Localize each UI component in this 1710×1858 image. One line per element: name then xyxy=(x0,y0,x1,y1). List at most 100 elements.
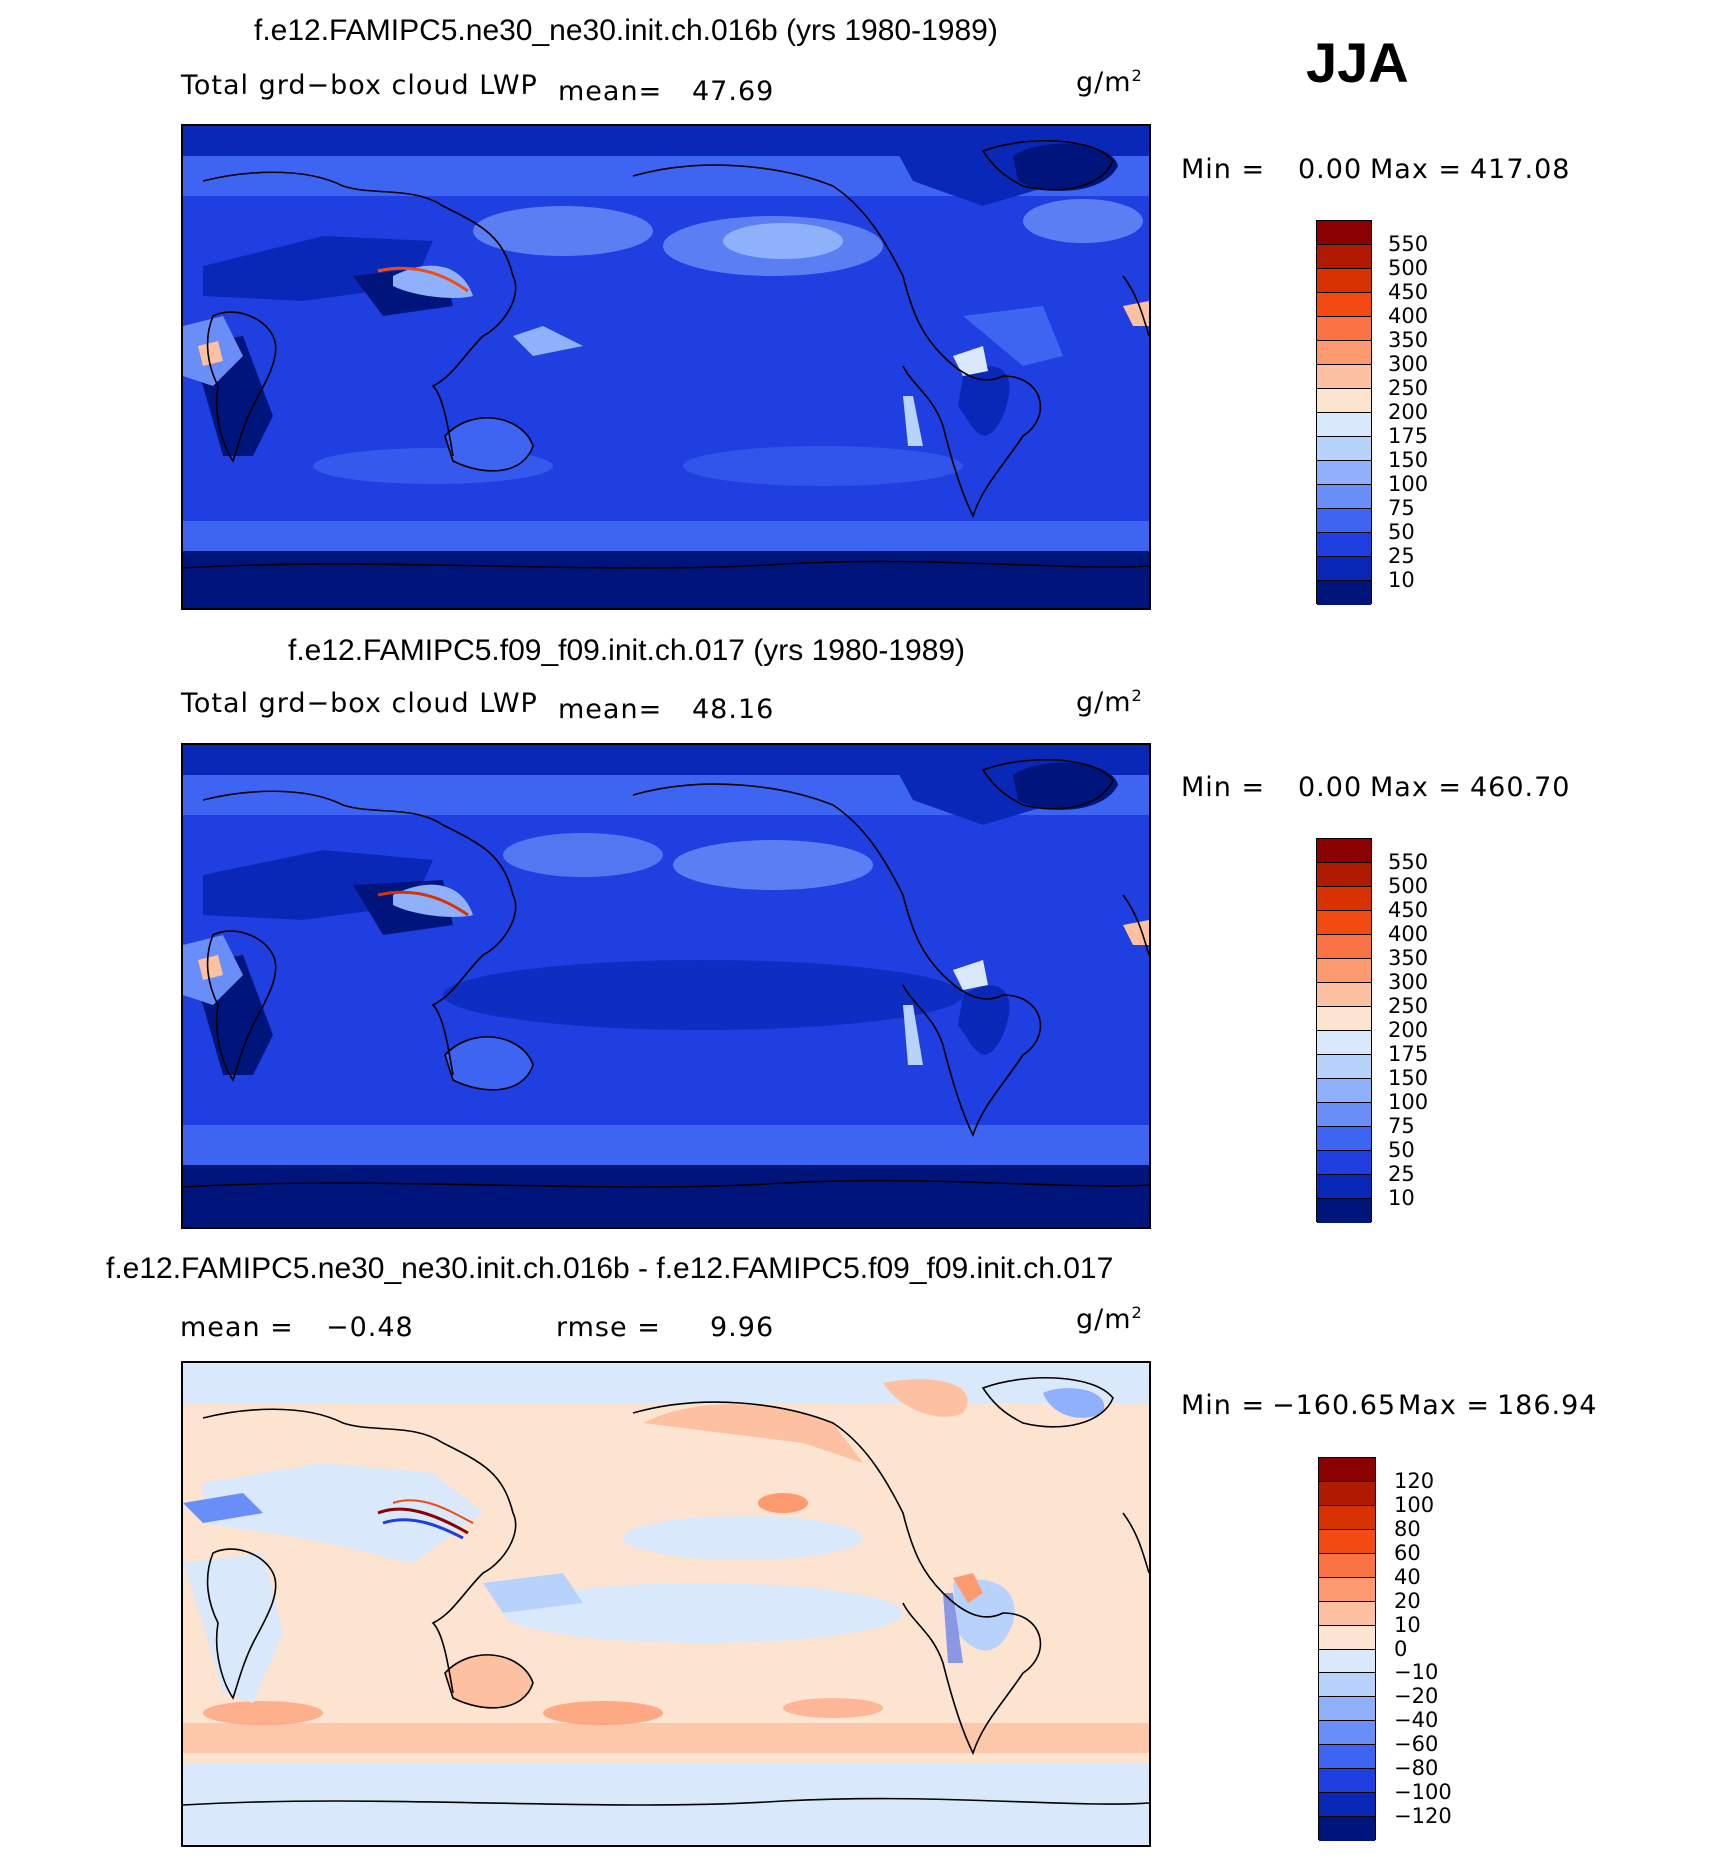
colorbar-tick-label: 300 xyxy=(1388,970,1429,994)
panel-1-title: f.e12.FAMIPC5.ne30_ne30.init.ch.016b (yr… xyxy=(254,14,998,47)
panel-1-colorbar xyxy=(1316,220,1372,605)
colorbar-tick-label: 200 xyxy=(1388,1018,1429,1042)
colorbar-tick-label: 300 xyxy=(1388,352,1429,376)
colorbar-box xyxy=(1317,437,1371,461)
colorbar-tick-label: −40 xyxy=(1394,1708,1439,1733)
colorbar-box xyxy=(1317,245,1371,269)
colorbar-box xyxy=(1317,557,1371,581)
colorbar-box xyxy=(1317,1151,1371,1175)
colorbar-tick-label: 40 xyxy=(1394,1564,1421,1589)
colorbar-box xyxy=(1319,1481,1375,1506)
panel-2-max-value: 460.70 xyxy=(1470,772,1571,803)
colorbar-tick-label: 150 xyxy=(1388,1066,1429,1090)
panel-1-units: g/m2 xyxy=(1076,66,1143,98)
colorbar-box xyxy=(1317,1007,1371,1031)
colorbar-tick-label: 200 xyxy=(1388,400,1429,424)
colorbar-box xyxy=(1317,863,1371,887)
panel-3-mean-label: mean = xyxy=(180,1312,294,1343)
colorbar-box xyxy=(1317,365,1371,389)
panel-1-mean-value: 47.69 xyxy=(692,76,775,107)
colorbar-tick-label: 100 xyxy=(1394,1492,1435,1517)
colorbar-box xyxy=(1317,485,1371,509)
colorbar-box xyxy=(1317,509,1371,533)
colorbar-tick-label: 500 xyxy=(1388,874,1429,898)
colorbar-tick-label: 350 xyxy=(1388,946,1429,970)
colorbar-box xyxy=(1317,221,1371,245)
panel-2-variable: Total grd−box cloud LWP xyxy=(181,688,538,719)
colorbar-box xyxy=(1317,959,1371,983)
colorbar-box xyxy=(1317,317,1371,341)
colorbar-tick-label: 150 xyxy=(1388,448,1429,472)
panel-1-map xyxy=(181,124,1151,610)
panel-3-rmse-label: rmse = xyxy=(556,1312,661,1343)
colorbar-box xyxy=(1317,533,1371,557)
colorbar-box xyxy=(1317,293,1371,317)
panel-3-max-value: 186.94 xyxy=(1497,1390,1598,1421)
panel-2-mean-value: 48.16 xyxy=(692,694,775,725)
colorbar-tick-label: 450 xyxy=(1388,280,1429,304)
colorbar-tick-label: 550 xyxy=(1388,232,1429,256)
colorbar-tick-label: 10 xyxy=(1394,1612,1421,1637)
colorbar-tick-label: 550 xyxy=(1388,850,1429,874)
colorbar-box xyxy=(1317,389,1371,413)
colorbar-tick-label: −80 xyxy=(1394,1756,1439,1781)
colorbar-box xyxy=(1317,935,1371,959)
panel-2-min-value: 0.00 xyxy=(1298,772,1363,803)
panel-1-field xyxy=(183,126,1149,608)
colorbar-tick-label: 80 xyxy=(1394,1516,1421,1541)
colorbar-tick-label: −60 xyxy=(1394,1732,1439,1757)
colorbar-tick-label: −10 xyxy=(1394,1660,1439,1685)
colorbar-tick-label: 400 xyxy=(1388,922,1429,946)
panel-2-colorbar xyxy=(1316,838,1372,1223)
colorbar-box xyxy=(1319,1673,1375,1698)
colorbar-tick-label: 100 xyxy=(1388,1090,1429,1114)
colorbar-box xyxy=(1317,581,1371,605)
colorbar-box xyxy=(1317,413,1371,437)
colorbar-tick-label: 25 xyxy=(1388,1162,1415,1186)
colorbar-tick-label: 75 xyxy=(1388,1114,1415,1138)
panel-2-min-label: Min = xyxy=(1181,772,1266,803)
panel-3-map xyxy=(181,1361,1151,1847)
panel-1-max-label: Max = xyxy=(1370,154,1463,185)
colorbar-box xyxy=(1317,269,1371,293)
panel-3-colorbar xyxy=(1318,1457,1376,1841)
colorbar-tick-label: 500 xyxy=(1388,256,1429,280)
colorbar-box xyxy=(1319,1601,1375,1626)
panel-2-max-label: Max = xyxy=(1370,772,1463,803)
colorbar-box xyxy=(1317,461,1371,485)
colorbar-tick-label: 50 xyxy=(1388,520,1415,544)
panel-3-min-label: Min = xyxy=(1181,1390,1266,1421)
colorbar-tick-label: 10 xyxy=(1388,568,1415,592)
colorbar-tick-label: 350 xyxy=(1388,328,1429,352)
panel-1-mean-label: mean= xyxy=(558,76,663,107)
colorbar-tick-label: 120 xyxy=(1394,1468,1435,1493)
colorbar-box xyxy=(1317,1199,1371,1223)
colorbar-tick-label: 175 xyxy=(1388,1042,1429,1066)
colorbar-tick-label: −20 xyxy=(1394,1684,1439,1709)
colorbar-box xyxy=(1319,1793,1375,1818)
colorbar-tick-label: 75 xyxy=(1388,496,1415,520)
colorbar-tick-label: 25 xyxy=(1388,544,1415,568)
colorbar-tick-label: 10 xyxy=(1388,1186,1415,1210)
colorbar-box xyxy=(1319,1769,1375,1794)
colorbar-tick-label: 400 xyxy=(1388,304,1429,328)
colorbar-box xyxy=(1317,1079,1371,1103)
panel-3-min-value: −160.65 xyxy=(1272,1390,1397,1421)
panel-2-title: f.e12.FAMIPC5.f09_f09.init.ch.017 (yrs 1… xyxy=(288,634,966,667)
colorbar-box xyxy=(1317,1055,1371,1079)
colorbar-box xyxy=(1317,1031,1371,1055)
colorbar-box xyxy=(1319,1649,1375,1674)
panel-3-title: f.e12.FAMIPC5.ne30_ne30.init.ch.016b - f… xyxy=(106,1252,1114,1285)
colorbar-box xyxy=(1319,1697,1375,1722)
colorbar-box xyxy=(1317,887,1371,911)
panel-1-min-label: Min = xyxy=(1181,154,1266,185)
colorbar-tick-label: −100 xyxy=(1394,1780,1452,1805)
colorbar-box xyxy=(1317,1127,1371,1151)
colorbar-tick-label: 250 xyxy=(1388,376,1429,400)
panel-2-units: g/m2 xyxy=(1076,686,1143,718)
panel-1-max-value: 417.08 xyxy=(1470,154,1571,185)
colorbar-tick-label: 100 xyxy=(1388,472,1429,496)
colorbar-tick-label: 450 xyxy=(1388,898,1429,922)
panel-2-map xyxy=(181,743,1151,1229)
colorbar-box xyxy=(1319,1817,1375,1841)
